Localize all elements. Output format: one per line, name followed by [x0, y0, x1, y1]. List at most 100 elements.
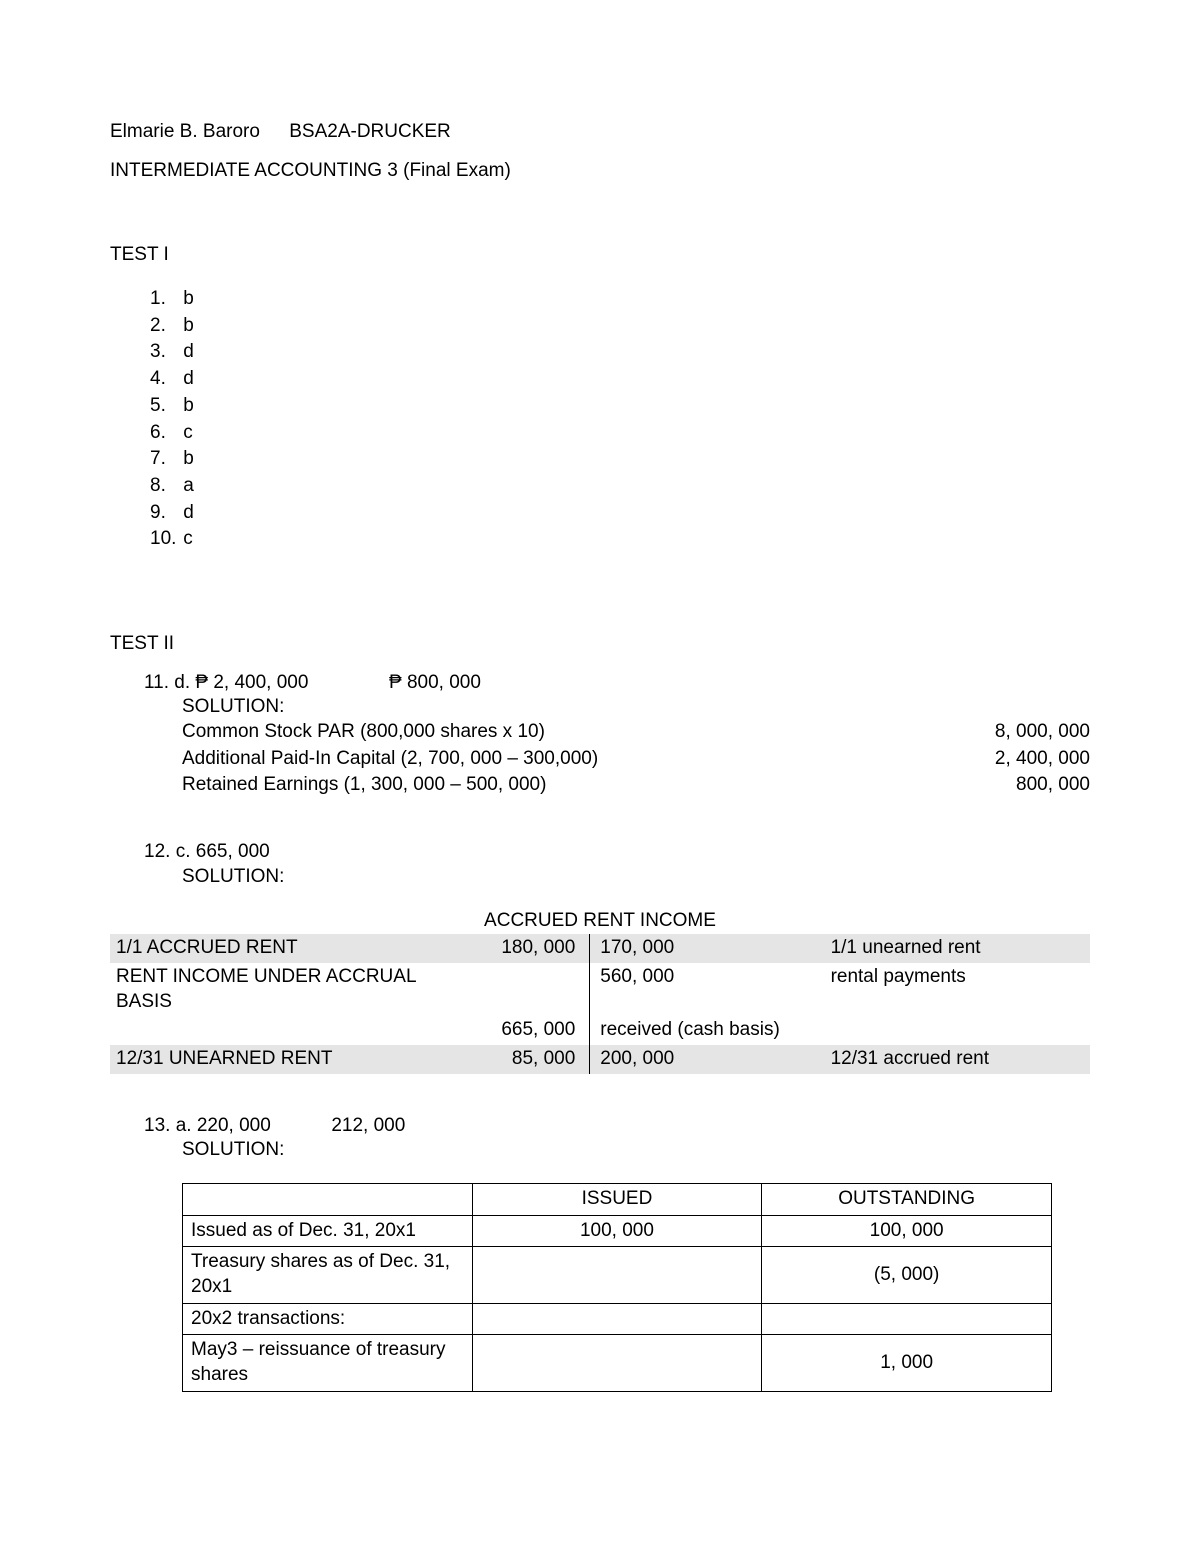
q13-row: May3 – reissuance of treasury shares 1, 0…: [183, 1335, 1052, 1391]
q13-head2: 212, 000: [331, 1115, 405, 1136]
solution-amount: 2, 400, 000: [930, 747, 1090, 772]
answer-letter: b: [178, 395, 194, 416]
test1-title: TEST I: [110, 243, 1090, 268]
test1-answers-list: 1. b2. b3. d4. d5. b6. c7. b8. a9. d10. …: [150, 287, 1090, 552]
q13-desc: Issued as of Dec. 31, 20x1: [183, 1215, 473, 1247]
t-account-row: 12/31 UNEARNED RENT85, 000200, 00012/31 …: [110, 1045, 1090, 1074]
solution-row: Retained Earnings (1, 300, 000 – 500, 00…: [182, 773, 1090, 798]
q13-col-header: ISSUED: [472, 1183, 762, 1215]
t-right-label: [825, 1016, 1090, 1045]
t-right-amount: 200, 000: [590, 1045, 825, 1074]
student-header: Elmarie B. Baroro BSA2A-DRUCKER: [110, 120, 1090, 145]
q11-solution-label: SOLUTION:: [182, 695, 1090, 720]
course-title: INTERMEDIATE ACCOUNTING 3 (Final Exam): [110, 159, 1090, 184]
t-left-label: 1/1 ACCRUED RENT: [110, 934, 437, 963]
q12-solution-label: SOLUTION:: [182, 865, 1090, 890]
answer-letter: b: [178, 315, 194, 336]
document-page: Elmarie B. Baroro BSA2A-DRUCKER INTERMED…: [0, 0, 1200, 1553]
solution-row: Common Stock PAR (800,000 shares x 10) 8,…: [182, 720, 1090, 745]
t-right-label: 12/31 accrued rent: [825, 1045, 1090, 1074]
q13-block: 13. a. 220, 000 212, 000 SOLUTION: ISSUE…: [134, 1114, 1090, 1392]
answer-item: 1. b: [150, 287, 1090, 312]
answer-letter: b: [178, 288, 194, 309]
t-account-row: 1/1 ACCRUED RENT180, 000170, 0001/1 unea…: [110, 934, 1090, 963]
q13-solution-label: SOLUTION:: [182, 1138, 1090, 1163]
q13-desc: Treasury shares as of Dec. 31, 20x1: [183, 1247, 473, 1303]
solution-amount: 800, 000: [930, 773, 1090, 798]
t-right-label: 1/1 unearned rent: [825, 934, 1090, 963]
t-right-amount: 170, 000: [590, 934, 825, 963]
t-left-label: [110, 1016, 437, 1045]
solution-amount: 8, 000, 000: [930, 720, 1090, 745]
answer-number: 2.: [150, 314, 178, 339]
test2-wrap: 11. d. ₱ 2, 400, 000 ₱ 800, 000 SOLUTION…: [134, 671, 1090, 890]
answer-item: 6. c: [150, 421, 1090, 446]
answer-item: 9. d: [150, 501, 1090, 526]
t-left-amount: 665, 000: [437, 1016, 590, 1045]
answer-letter: a: [178, 475, 194, 496]
q13-outstanding: [762, 1303, 1052, 1335]
answer-item: 7. b: [150, 447, 1090, 472]
q13-row: Issued as of Dec. 31, 20x1100, 000100, 0…: [183, 1215, 1052, 1247]
answer-number: 7.: [150, 447, 178, 472]
t-left-amount: 85, 000: [437, 1045, 590, 1074]
q13-row: 20x2 transactions:: [183, 1303, 1052, 1335]
t-left-amount: 180, 000: [437, 934, 590, 963]
t-right-amount: 560, 000: [590, 963, 825, 1016]
answer-number: 1.: [150, 287, 178, 312]
answer-number: 8.: [150, 474, 178, 499]
t-left-label: 12/31 UNEARNED RENT: [110, 1045, 437, 1074]
q13-outstanding: 1, 000: [762, 1335, 1052, 1391]
test2-title: TEST II: [110, 632, 1090, 657]
q11-block: 11. d. ₱ 2, 400, 000 ₱ 800, 000 SOLUTION…: [134, 671, 1090, 798]
answer-letter: c: [178, 422, 193, 443]
q11-head2: ₱ 800, 000: [389, 672, 481, 693]
q13-desc: May3 – reissuance of treasury shares: [183, 1335, 473, 1391]
answer-item: 10. c: [150, 527, 1090, 552]
solution-desc: Additional Paid-In Capital (2, 700, 000 …: [182, 747, 598, 772]
answer-letter: d: [178, 368, 194, 389]
q13-head: 13. a. 220, 000: [144, 1115, 271, 1136]
q13-shares-table: ISSUEDOUTSTANDINGIssued as of Dec. 31, 2…: [182, 1183, 1052, 1392]
t-left-amount: [437, 963, 590, 1016]
t-account-row: RENT INCOME UNDER ACCRUAL BASIS 560, 000r…: [110, 963, 1090, 1016]
q13-desc: 20x2 transactions:: [183, 1303, 473, 1335]
answer-item: 5. b: [150, 394, 1090, 419]
q13-col-header: OUTSTANDING: [762, 1183, 1052, 1215]
accrued-title: ACCRUED RENT INCOME: [110, 909, 1090, 934]
q12-head: 12. c. 665, 000: [144, 840, 1090, 865]
accrued-t-account: 1/1 ACCRUED RENT180, 000170, 0001/1 unea…: [110, 934, 1090, 1073]
answer-number: 5.: [150, 394, 178, 419]
student-section: BSA2A-DRUCKER: [289, 121, 451, 142]
solution-desc: Retained Earnings (1, 300, 000 – 500, 00…: [182, 773, 546, 798]
q13-issued: 100, 000: [472, 1215, 762, 1247]
q13-issued: [472, 1303, 762, 1335]
q11-head: 11. d. ₱ 2, 400, 000: [144, 672, 308, 693]
answer-letter: b: [178, 448, 194, 469]
q13-outstanding: (5, 000): [762, 1247, 1052, 1303]
q13-outstanding: 100, 000: [762, 1215, 1052, 1247]
q13-issued: [472, 1247, 762, 1303]
t-right-amount: received (cash basis): [590, 1016, 825, 1045]
answer-number: 3.: [150, 340, 178, 365]
solution-row: Additional Paid-In Capital (2, 700, 000 …: [182, 747, 1090, 772]
answer-item: 2. b: [150, 314, 1090, 339]
q13-row: Treasury shares as of Dec. 31, 20x1 (5, 0…: [183, 1247, 1052, 1303]
answer-number: 6.: [150, 421, 178, 446]
answer-item: 8. a: [150, 474, 1090, 499]
solution-desc: Common Stock PAR (800,000 shares x 10): [182, 720, 545, 745]
answer-number: 4.: [150, 367, 178, 392]
answer-letter: d: [178, 502, 194, 523]
answer-letter: d: [178, 341, 194, 362]
q12-block: 12. c. 665, 000 SOLUTION:: [134, 840, 1090, 889]
answer-item: 3. d: [150, 340, 1090, 365]
answer-item: 4. d: [150, 367, 1090, 392]
t-left-label: RENT INCOME UNDER ACCRUAL BASIS: [110, 963, 437, 1016]
q13-col-header: [183, 1183, 473, 1215]
q13-issued: [472, 1335, 762, 1391]
t-right-label: rental payments: [825, 963, 1090, 1016]
t-account-row: 665, 000received (cash basis): [110, 1016, 1090, 1045]
answer-letter: c: [178, 528, 193, 549]
answer-number: 10.: [150, 527, 178, 552]
student-name: Elmarie B. Baroro: [110, 121, 260, 142]
